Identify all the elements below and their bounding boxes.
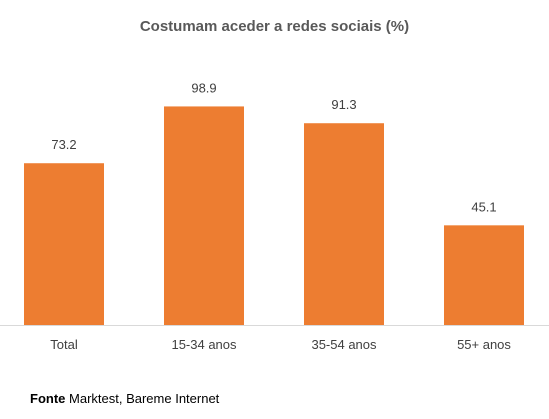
x-tick-label: 15-34 anos [171, 337, 237, 352]
bar [304, 123, 384, 326]
data-label: 98.9 [191, 80, 216, 95]
bar [24, 163, 104, 325]
chart-title: Costumam aceder a redes sociais (%) [139, 18, 410, 35]
x-tick-label: 35-54 anos [311, 337, 377, 352]
source-label: Fonte [30, 391, 66, 406]
x-tick-label: Total [50, 337, 78, 352]
data-label: 91.3 [331, 97, 356, 112]
source-note: Fonte Marktest, Bareme Internet [30, 391, 219, 406]
bar [444, 225, 524, 325]
data-label: 45.1 [471, 199, 496, 214]
x-tick-label: 55+ anos [457, 337, 511, 352]
bar [164, 106, 244, 325]
source-text: Marktest, Bareme Internet [69, 391, 220, 406]
data-label: 73.2 [51, 137, 76, 152]
